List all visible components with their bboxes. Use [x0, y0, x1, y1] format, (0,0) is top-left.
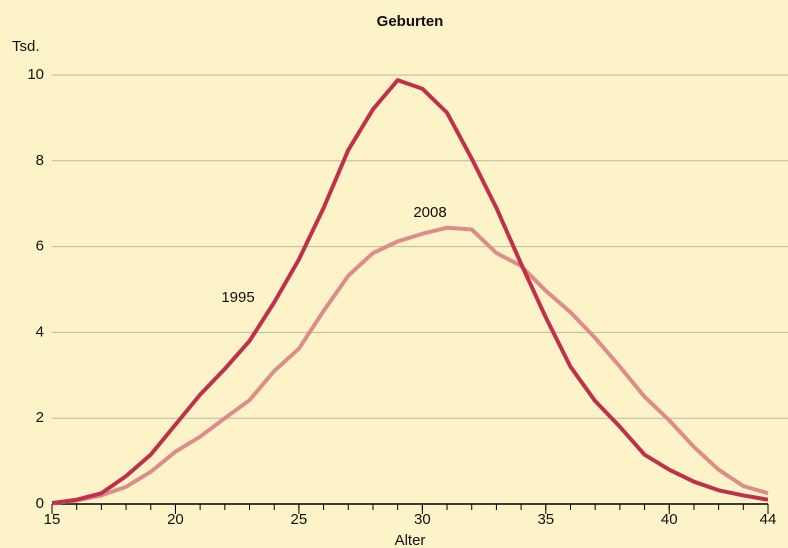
chart-title: Geburten: [377, 13, 444, 30]
x-tick-label: 35: [537, 511, 554, 528]
series-label: 2008: [413, 204, 446, 221]
line-series: [51, 78, 769, 506]
x-tick-label: 30: [414, 511, 431, 528]
y-tick-label: 0: [36, 495, 44, 512]
x-tick-label: 25: [291, 511, 308, 528]
x-tick-label: 20: [167, 511, 184, 528]
x-tick-label: 40: [661, 511, 678, 528]
y-tick-label: 2: [36, 409, 44, 426]
line-series: [51, 225, 769, 506]
x-axis-label: Alter: [395, 532, 426, 548]
y-tick-label: 10: [27, 66, 44, 83]
y-tick-label: 4: [36, 323, 44, 340]
x-tick-label: 44: [760, 511, 777, 528]
y-tick-label: 6: [36, 238, 44, 255]
y-axis-label: Tsd.: [12, 38, 40, 55]
series-label: 1995: [221, 289, 254, 306]
y-tick-label: 8: [36, 152, 44, 169]
x-tick-label: 15: [44, 511, 61, 528]
